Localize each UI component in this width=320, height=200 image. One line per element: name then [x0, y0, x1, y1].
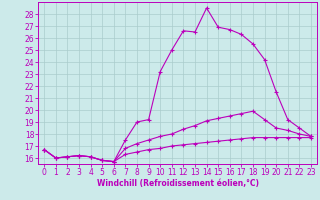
X-axis label: Windchill (Refroidissement éolien,°C): Windchill (Refroidissement éolien,°C): [97, 179, 259, 188]
